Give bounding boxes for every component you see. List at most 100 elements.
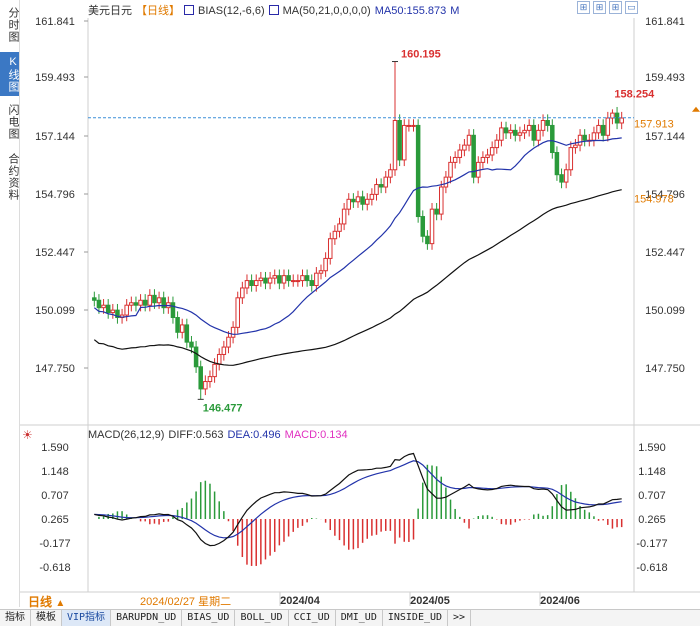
- candle-body: [323, 257, 328, 272]
- candle-body: [96, 299, 102, 309]
- candle-body: [434, 208, 439, 215]
- candle-body: [420, 216, 426, 237]
- price-axis-right-label: 147.750: [645, 363, 685, 375]
- candle-body: [346, 198, 352, 210]
- candle-body: [327, 238, 333, 259]
- bottom-tab-9[interactable]: >>: [448, 610, 472, 626]
- candle-body: [207, 376, 213, 383]
- candle-body: [198, 366, 203, 390]
- candle-body: [610, 112, 615, 119]
- high-price-marker: 160.195: [401, 49, 441, 61]
- macd-dea: DEA:0.496: [227, 429, 281, 441]
- candle-body: [341, 208, 347, 225]
- candle-body: [563, 169, 569, 183]
- bottom-tab-7[interactable]: DMI_UD: [336, 610, 383, 626]
- chart-header: 美元日元 【日线】 BIAS(12,-6,6) MA(50,21,0,0,0,0) MA…: [88, 2, 463, 17]
- price-axis-right-label: 159.493: [645, 72, 685, 84]
- candle-body: [392, 120, 398, 171]
- candle-body: [540, 120, 546, 131]
- candle-body: [415, 124, 421, 218]
- macd-axis-left-label: 1.148: [41, 466, 69, 478]
- candle-body: [531, 124, 537, 141]
- sidebar-tab-2[interactable]: 闪电图: [7, 104, 19, 140]
- candle-body: [161, 297, 166, 309]
- candle-body: [332, 230, 338, 240]
- candle-body: [267, 277, 273, 284]
- candle-body: [522, 129, 527, 134]
- low-price-marker: 146.477: [203, 402, 243, 414]
- sidebar-tab-3[interactable]: 合约资料: [7, 153, 19, 201]
- candle-body: [272, 275, 277, 279]
- candle-body: [309, 280, 314, 287]
- macd-axis-right-label: 1.590: [638, 442, 666, 454]
- candle-body: [425, 235, 430, 245]
- candle-body: [568, 147, 574, 171]
- macd-axis-left-label: -0.177: [39, 538, 70, 550]
- settings-icon[interactable]: ☀: [22, 428, 33, 442]
- candle-body: [508, 129, 513, 134]
- candle-body: [471, 134, 476, 178]
- candle-body: [517, 132, 523, 136]
- period-label[interactable]: 【日线】: [136, 5, 180, 17]
- period-selector[interactable]: 日线 ▲: [28, 593, 65, 610]
- candle-body: [124, 304, 129, 316]
- ma-checkbox-icon[interactable]: [268, 5, 279, 15]
- price-axis-left-label: 152.447: [35, 247, 75, 259]
- bottom-tab-0[interactable]: 指标: [0, 610, 31, 626]
- window-icon[interactable]: ▭: [625, 1, 638, 14]
- candle-body: [462, 144, 467, 151]
- candle-body: [212, 363, 217, 378]
- ma-label: MA(50,21,0,0,0,0): [282, 5, 371, 17]
- ma-value-label: 154.978: [634, 193, 674, 205]
- macd-header: MACD(26,12,9) DIFF:0.563 DEA:0.496 MACD:0.1…: [88, 429, 352, 441]
- candle-body: [439, 186, 444, 215]
- candle-body: [147, 294, 153, 306]
- candle-body: [133, 302, 139, 306]
- bottom-tab-1[interactable]: 模板: [31, 610, 62, 626]
- chart-toolbar: ⊞ ⊞ ⊞ ▭: [574, 1, 638, 14]
- grid-icon[interactable]: ⊞: [609, 1, 622, 14]
- bottom-tab-4[interactable]: BIAS_UD: [182, 610, 236, 626]
- bottom-tab-8[interactable]: INSIDE_UD: [383, 610, 449, 626]
- candle-body: [351, 198, 356, 203]
- bias-checkbox-icon[interactable]: [184, 5, 194, 15]
- bottom-tabbar: 指标 模板 VIP指标 BARUPDN_UD BIAS_UD BOLL_UD CCI_UD D…: [0, 609, 700, 626]
- macd-axis-right-label: -0.618: [636, 562, 667, 574]
- candle-body: [600, 124, 606, 136]
- grid-icon[interactable]: ⊞: [577, 1, 590, 14]
- candle-body: [281, 275, 287, 284]
- bottom-tab-2[interactable]: VIP指标: [62, 610, 112, 626]
- grid-icon[interactable]: ⊞: [593, 1, 606, 14]
- candle-body: [170, 302, 176, 319]
- candle-body: [397, 120, 402, 161]
- sidebar-tab-0[interactable]: 分时图: [7, 7, 19, 43]
- candle-body: [388, 169, 393, 178]
- candle-body: [591, 132, 597, 141]
- ma21-line: [93, 137, 622, 335]
- candle-body: [240, 287, 245, 299]
- candle-body: [545, 120, 550, 126]
- macd-axis-left-label: -0.618: [39, 562, 70, 574]
- candle-body: [226, 336, 231, 348]
- ma50-line: [93, 189, 622, 366]
- candle-body: [290, 280, 296, 283]
- candle-body: [355, 196, 361, 203]
- candle-body: [244, 280, 250, 289]
- candle-body: [605, 117, 611, 136]
- bottom-tab-6[interactable]: CCI_UD: [289, 610, 336, 626]
- cursor-date: 2024/02/27 星期二: [140, 596, 232, 608]
- sidebar-tab-1[interactable]: K线图: [0, 52, 19, 96]
- price-axis-left-label: 147.750: [35, 363, 75, 375]
- macd-axis-right-label: 0.265: [638, 514, 666, 526]
- triangle-up-icon: ▲: [55, 598, 66, 609]
- candle-body: [457, 149, 463, 158]
- bottom-tab-5[interactable]: BOLL_UD: [235, 610, 289, 626]
- recent-high-marker: 158.254: [614, 88, 655, 100]
- candle-body: [189, 341, 194, 348]
- candle-body: [619, 117, 624, 124]
- candle-body: [452, 156, 458, 163]
- last-price-label: 157.913: [634, 119, 674, 131]
- macd-axis-left-label: 1.590: [41, 442, 69, 454]
- candle-body: [480, 156, 486, 163]
- bottom-tab-3[interactable]: BARUPDN_UD: [111, 610, 183, 626]
